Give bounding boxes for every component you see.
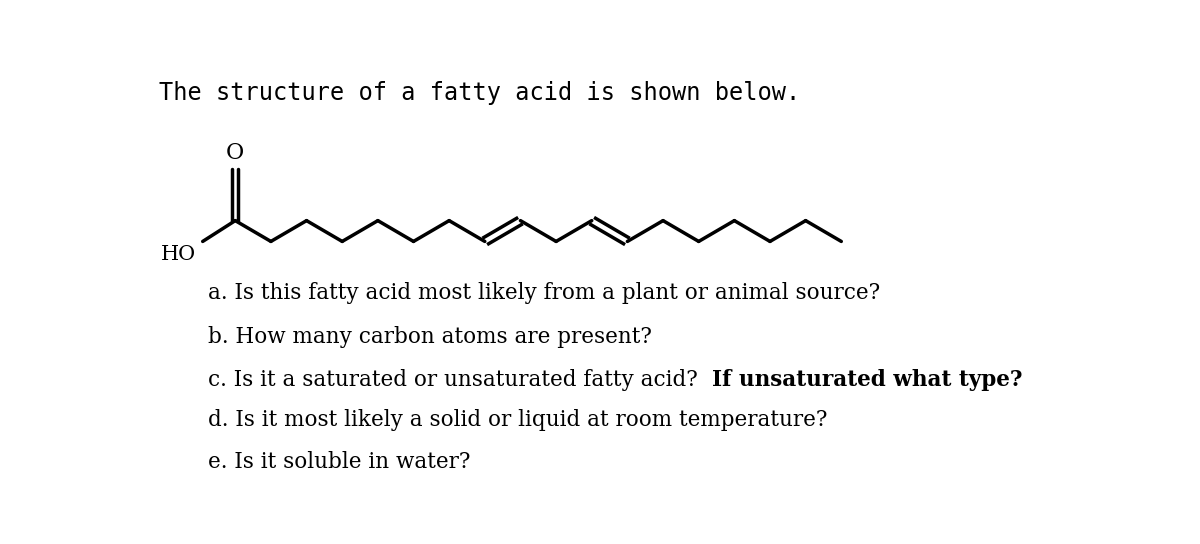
Text: b. How many carbon atoms are present?: b. How many carbon atoms are present? [208,326,652,348]
Text: O: O [226,143,245,164]
Text: HO: HO [161,245,197,264]
Text: If unsaturated what type?: If unsaturated what type? [712,369,1022,391]
Text: c. Is it a saturated or unsaturated fatty acid?: c. Is it a saturated or unsaturated fatt… [208,369,712,391]
Text: e. Is it soluble in water?: e. Is it soluble in water? [208,451,470,473]
Text: a. Is this fatty acid most likely from a plant or animal source?: a. Is this fatty acid most likely from a… [208,282,881,305]
Text: The structure of a fatty acid is shown below.: The structure of a fatty acid is shown b… [160,81,800,104]
Text: d. Is it most likely a solid or liquid at room temperature?: d. Is it most likely a solid or liquid a… [208,409,828,431]
